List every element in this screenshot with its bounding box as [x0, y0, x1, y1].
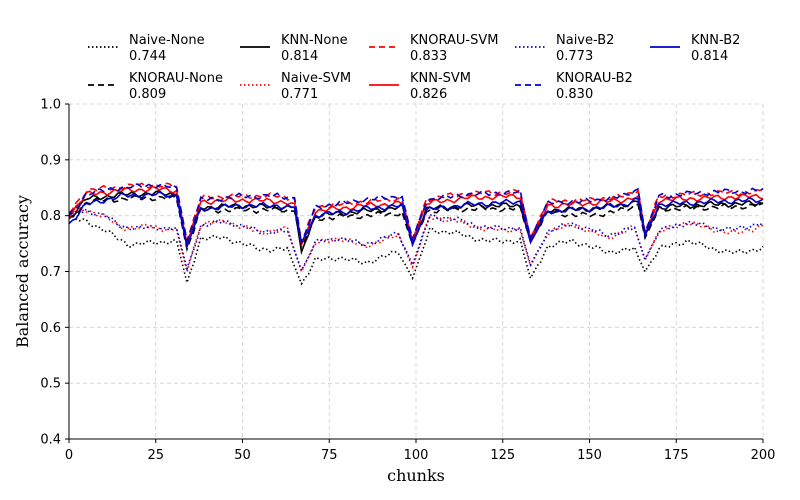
x-tick-label: 0 — [65, 448, 73, 463]
legend-series-score: 0.814 — [691, 49, 728, 64]
series-line-knorau-b2 — [68, 182, 764, 246]
y-tick-label: 1.0 — [40, 98, 61, 113]
x-axis-label: chunks — [387, 466, 445, 485]
legend-series-score: 0.773 — [556, 49, 593, 64]
x-tick-label: 75 — [321, 448, 338, 463]
legend-series-score: 0.771 — [281, 87, 318, 102]
legend-series-name: Naive-None — [129, 33, 205, 48]
legend-series-name: KNN-None — [281, 33, 348, 48]
axes — [65, 103, 764, 443]
grid — [68, 103, 764, 440]
legend-series-name: KNN-SVM — [410, 71, 471, 86]
x-tick-label: 150 — [577, 448, 602, 463]
y-axis-label: Balanced accuracy — [13, 195, 32, 348]
legend-series-name: KNN-B2 — [691, 33, 740, 48]
series-line-naive-svm — [68, 207, 764, 275]
legend-series-score: 0.744 — [129, 49, 166, 64]
y-tick-label: 0.6 — [40, 321, 61, 336]
legend-series-score: 0.830 — [556, 87, 593, 102]
legend-series-name: KNORAU-SVM — [410, 33, 498, 48]
y-tick-label: 0.8 — [40, 209, 61, 224]
legend-series-name: Naive-SVM — [281, 71, 351, 86]
legend-series-score: 0.833 — [410, 49, 447, 64]
x-tick-label: 100 — [404, 448, 429, 463]
legend-entry-naive-b2: Naive-B20.773 — [515, 33, 614, 64]
series-line-knn-b2 — [68, 190, 764, 250]
y-tick-label: 0.4 — [40, 433, 61, 448]
legend-entry-knn-b2: KNN-B20.814 — [650, 33, 740, 64]
legend-series-score: 0.814 — [281, 49, 318, 64]
x-tick-label: 175 — [664, 448, 689, 463]
series-line-naive-b2 — [68, 208, 764, 273]
x-tick-label: 200 — [751, 448, 776, 463]
legend-series-name: Naive-B2 — [556, 33, 614, 48]
y-tick-label: 0.5 — [40, 377, 61, 392]
legend-entry-knorau-b2: KNORAU-B20.830 — [515, 71, 633, 102]
tick-labels: 0 25 50 75 100 125 150 175 200 0.4 0.5 0.6 0.7 0.8 0.9… — [40, 98, 775, 464]
series-lines — [68, 182, 764, 286]
legend-series-name: KNORAU-B2 — [556, 71, 633, 86]
legend-series-score: 0.826 — [410, 87, 447, 102]
series-line-knn-none — [68, 189, 764, 256]
x-tick-label: 125 — [490, 448, 515, 463]
x-tick-label: 25 — [147, 448, 164, 463]
series-line-naive-none — [68, 215, 764, 286]
legend-series-name: KNORAU-None — [129, 71, 223, 86]
y-tick-label: 0.7 — [40, 265, 61, 280]
legend: Naive-None0.744KNORAU-None0.809KNN-None0… — [88, 33, 740, 102]
x-tick-label: 50 — [234, 448, 251, 463]
y-tick-label: 0.9 — [40, 153, 61, 168]
legend-series-score: 0.809 — [129, 87, 166, 102]
